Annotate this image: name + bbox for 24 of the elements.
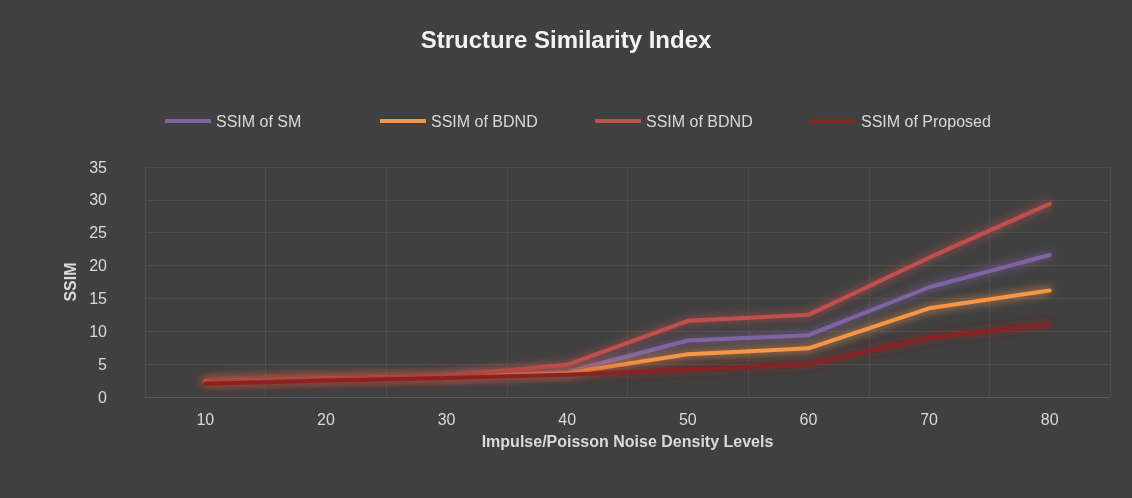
x-tick-label: 60 <box>799 410 818 428</box>
legend-label: SSIM of BDND <box>646 112 753 130</box>
line-series <box>203 322 1052 386</box>
legend-label: SSIM of Proposed <box>861 112 991 130</box>
y-tick-label: 0 <box>98 388 108 406</box>
y-tick-label: 5 <box>98 355 108 373</box>
y-tick-label: 25 <box>89 224 108 242</box>
chart-title: Structure Similarity Index <box>420 25 713 53</box>
y-tick-label: 10 <box>89 322 108 340</box>
y-tick-label: 30 <box>89 191 108 209</box>
y-axis-title: SSIM <box>61 262 79 302</box>
x-tick-label: 50 <box>678 410 697 428</box>
x-tick-label: 80 <box>1040 410 1059 428</box>
y-tick-label: 20 <box>89 257 108 275</box>
x-tick-label: 70 <box>920 410 939 428</box>
x-tick-label: 30 <box>437 410 456 428</box>
y-tick-label: 35 <box>89 158 108 176</box>
x-tick-label: 40 <box>558 410 577 428</box>
legend-label: SSIM of BDND <box>431 112 538 130</box>
x-tick-label: 10 <box>196 410 215 428</box>
x-axis-title: Impulse/Poisson Noise Density Levels <box>481 432 774 450</box>
legend-label: SSIM of SM <box>216 112 302 130</box>
x-tick-label: 20 <box>317 410 335 428</box>
y-tick-label: 15 <box>89 289 108 307</box>
